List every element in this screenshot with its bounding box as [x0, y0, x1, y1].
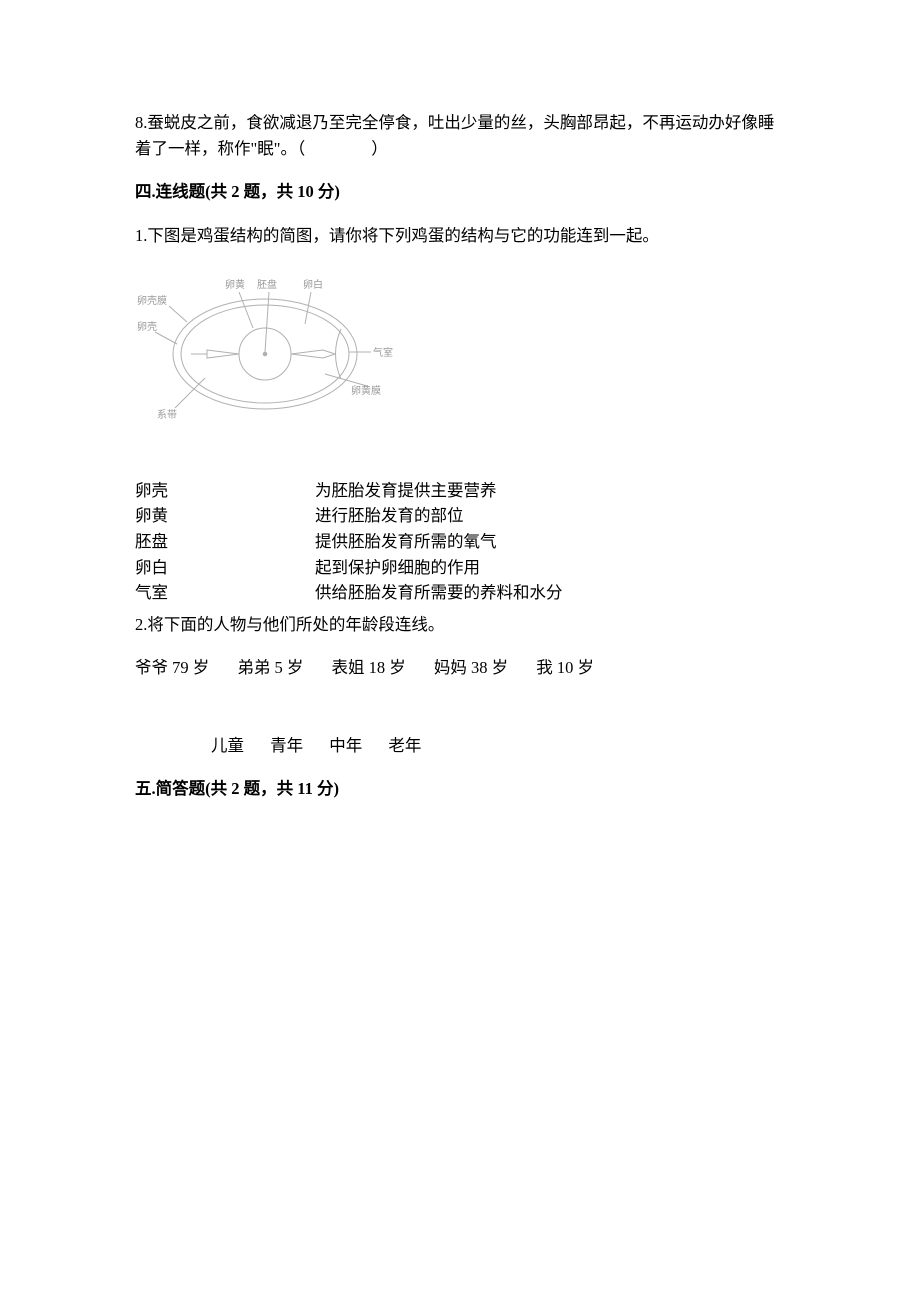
section-4-title: 四.连线题(共 2 题，共 10 分)	[135, 179, 790, 205]
match-left-1: 卵黄	[135, 503, 315, 529]
match-right-3: 起到保护卵细胞的作用	[315, 555, 563, 581]
label-disc: 胚盘	[257, 278, 277, 291]
person-0: 爷爷 79 岁	[135, 655, 209, 681]
lead-yolk	[239, 292, 253, 328]
exam-page: 8.蚕蜕皮之前，食欲减退乃至完全停食，吐出少量的丝，头胸部昂起，不再运动办好像睡…	[0, 0, 920, 1302]
match-row: 卵黄 进行胚胎发育的部位	[135, 503, 563, 529]
match-row: 卵白 起到保护卵细胞的作用	[135, 555, 563, 581]
lead-disc	[265, 292, 269, 352]
person-1: 弟弟 5 岁	[237, 655, 303, 681]
question-8: 8.蚕蜕皮之前，食欲减退乃至完全停食，吐出少量的丝，头胸部昂起，不再运动办好像睡…	[135, 110, 790, 161]
label-membrane: 卵壳膜	[137, 294, 167, 307]
match-left-2: 胚盘	[135, 529, 315, 555]
stage-1: 青年	[270, 733, 303, 759]
match-right-0: 为胚胎发育提供主要营养	[315, 478, 563, 504]
person-3: 妈妈 38 岁	[434, 655, 508, 681]
stage-2: 中年	[329, 733, 362, 759]
label-air: 气室	[373, 346, 393, 359]
match-right-4: 供给胚胎发育所需要的养料和水分	[315, 580, 563, 606]
s4-q1-text: 1.下图是鸡蛋结构的简图，请你将下列鸡蛋的结构与它的功能连到一起。	[135, 223, 790, 249]
label-shell: 卵壳	[137, 320, 157, 333]
match-left-0: 卵壳	[135, 478, 315, 504]
match-left-3: 卵白	[135, 555, 315, 581]
label-chalaza: 系带	[157, 409, 177, 421]
match-row: 卵壳 为胚胎发育提供主要营养	[135, 478, 563, 504]
lead-shell	[155, 332, 177, 344]
egg-blastodisc	[263, 352, 268, 357]
match-table: 卵壳 为胚胎发育提供主要营养 卵黄 进行胚胎发育的部位 胚盘 提供胚胎发育所需的…	[135, 478, 563, 606]
people-row: 爷爷 79 岁 弟弟 5 岁 表姐 18 岁 妈妈 38 岁 我 10 岁	[135, 655, 790, 681]
egg-chalaza-left	[191, 350, 239, 358]
label-yolk: 卵黄	[225, 278, 245, 291]
stage-0: 儿童	[211, 733, 244, 759]
label-white: 卵白	[303, 278, 323, 291]
s4-q2-text: 2.将下面的人物与他们所处的年龄段连线。	[135, 612, 790, 638]
match-right-1: 进行胚胎发育的部位	[315, 503, 563, 529]
label-yolkmem: 卵黄膜	[351, 384, 381, 397]
match-row: 气室 供给胚胎发育所需要的养料和水分	[135, 580, 563, 606]
match-left-4: 气室	[135, 580, 315, 606]
person-4: 我 10 岁	[536, 655, 594, 681]
egg-chalaza-right	[291, 350, 335, 358]
egg-diagram: 卵黄 胚盘 卵白 卵壳膜 卵壳 气室 卵黄膜 系带	[135, 274, 790, 432]
stages-row: 儿童 青年 中年 老年	[211, 733, 790, 759]
person-2: 表姐 18 岁	[332, 655, 406, 681]
match-row: 胚盘 提供胚胎发育所需的氧气	[135, 529, 563, 555]
stage-3: 老年	[388, 733, 421, 759]
lead-white	[305, 292, 311, 324]
section-5-title: 五.简答题(共 2 题，共 11 分)	[135, 776, 790, 802]
match-right-2: 提供胚胎发育所需的氧气	[315, 529, 563, 555]
lead-membrane	[169, 306, 187, 322]
